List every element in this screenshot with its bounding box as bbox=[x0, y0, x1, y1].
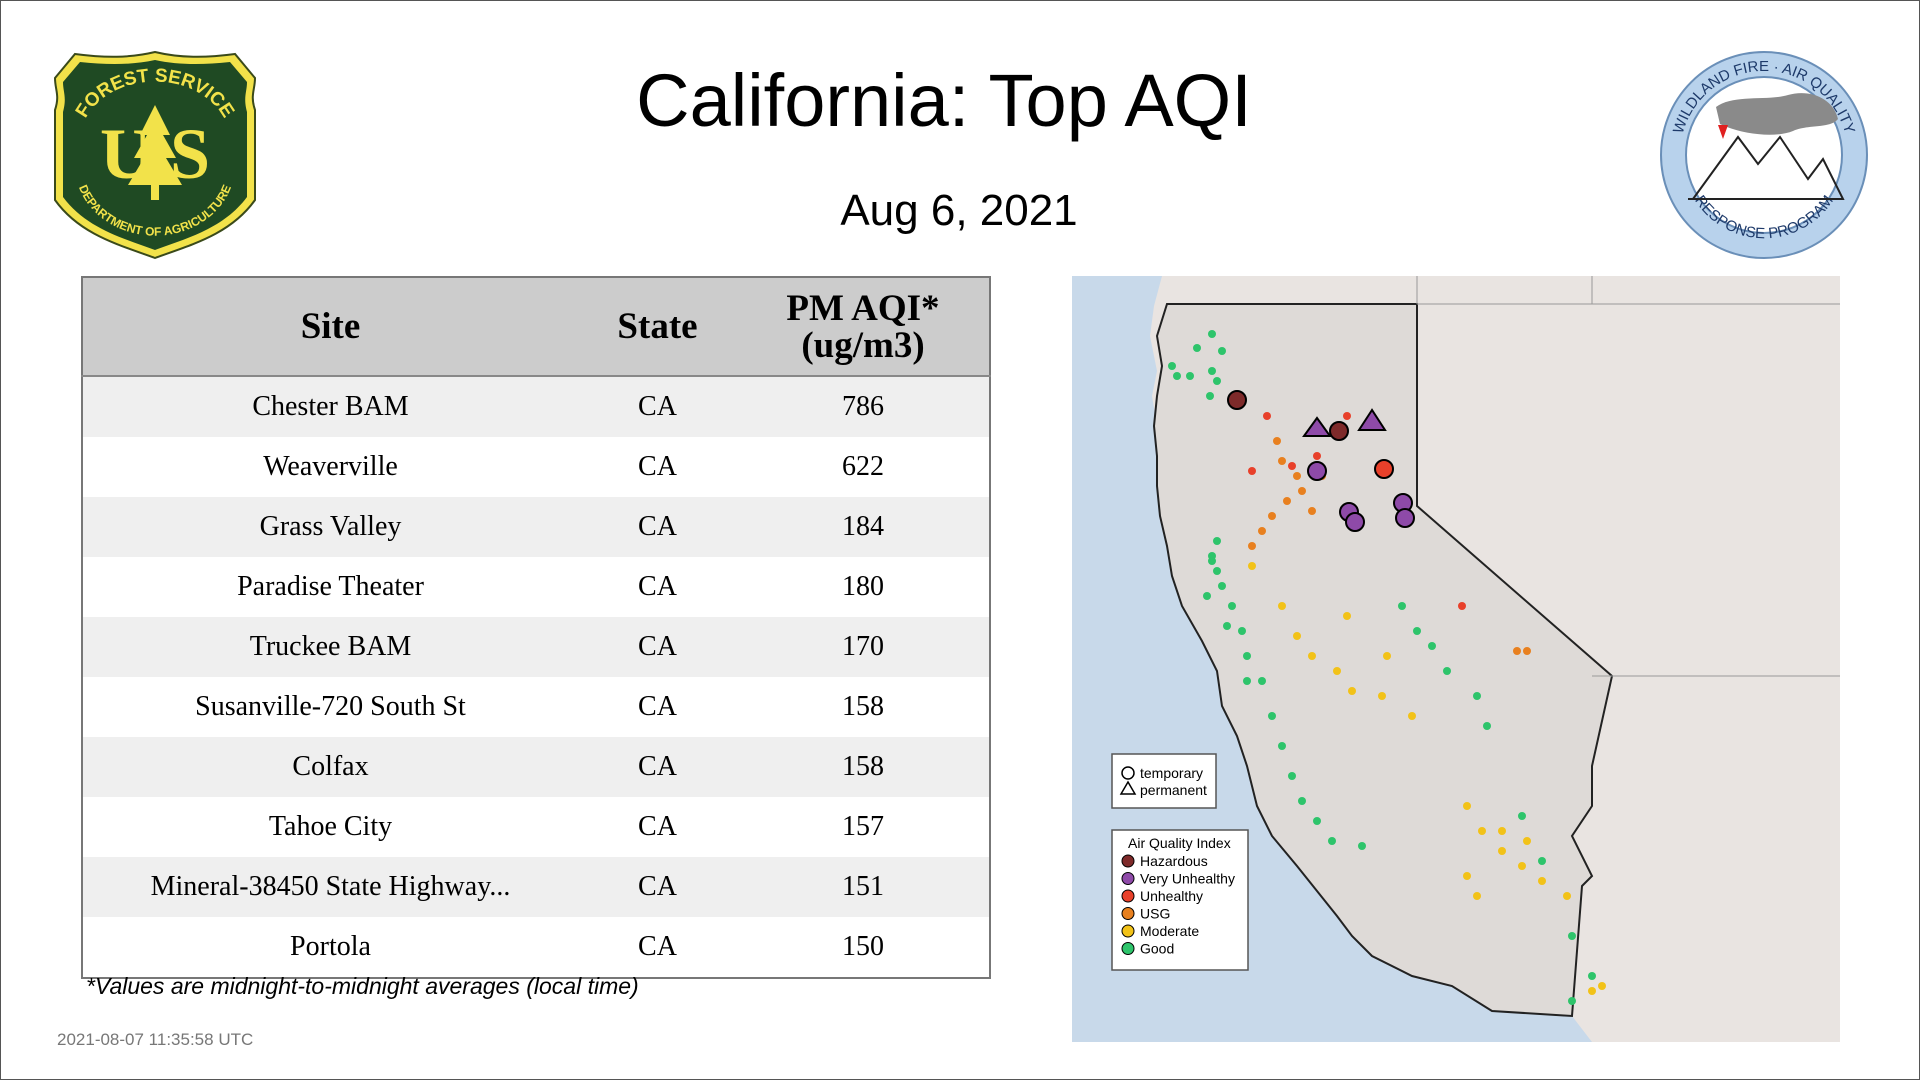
aqi-legend-swatch bbox=[1121, 942, 1135, 955]
wildland-fire-air-quality-logo: WILDLAND FIRE · AIR QUALITY RESPONSE PRO… bbox=[1660, 51, 1868, 259]
footnote: *Values are midnight-to-midnight average… bbox=[86, 973, 639, 999]
aqi-cell: 786 bbox=[737, 376, 990, 437]
state-cell: CA bbox=[578, 617, 737, 677]
site-cell: Grass Valley bbox=[82, 497, 578, 557]
aqi-cell: 157 bbox=[737, 797, 990, 857]
header-aqi-line2: (ug/m3) bbox=[801, 324, 925, 366]
mountains-icon bbox=[1691, 135, 1845, 200]
table-row: Susanville-720 South St CA 158 bbox=[82, 677, 990, 737]
table-header-row: Site State PM AQI* (ug/m3) bbox=[82, 277, 990, 377]
moderate-markers bbox=[1248, 562, 1606, 995]
aqi-cell: 180 bbox=[737, 557, 990, 617]
aqi-legend-swatch bbox=[1121, 907, 1135, 920]
aqi-legend-swatch bbox=[1121, 872, 1135, 885]
header-site: Site bbox=[82, 277, 578, 377]
table-row: Chester BAM CA 786 bbox=[82, 376, 990, 437]
aqi-legend-label: Very Unhealthy bbox=[1140, 871, 1235, 887]
state-cell: CA bbox=[578, 437, 737, 497]
state-cell: CA bbox=[578, 376, 737, 437]
table-row: Mineral-38450 State Highway... CA 151 bbox=[82, 857, 990, 917]
aqi-legend: Air Quality Index Hazardous Very Unhealth… bbox=[1111, 829, 1249, 971]
forest-service-shield-logo: FOREST SERVICE U S DEPARTMENT OF AGRICUL… bbox=[53, 50, 257, 260]
very-unhealthy-marker bbox=[1302, 416, 1332, 437]
legend-permanent: permanent bbox=[1140, 782, 1207, 798]
top-aqi-table: Site State PM AQI* (ug/m3) Chester BAM CA 7… bbox=[81, 276, 991, 979]
state-cell: CA bbox=[578, 497, 737, 557]
aqi-legend-label: Hazardous bbox=[1140, 853, 1208, 869]
aqi-legend-label: Unhealthy bbox=[1140, 888, 1203, 904]
table-row: Paradise Theater CA 180 bbox=[82, 557, 990, 617]
site-cell: Tahoe City bbox=[82, 797, 578, 857]
site-cell: Truckee BAM bbox=[82, 617, 578, 677]
very-unhealthy-marker bbox=[1307, 461, 1327, 481]
header-aqi: PM AQI* (ug/m3) bbox=[737, 277, 990, 377]
temporary-circle-icon bbox=[1121, 766, 1135, 780]
table-row: Portola CA 150 bbox=[82, 917, 990, 978]
aqi-legend-swatch bbox=[1121, 924, 1135, 938]
state-cell: CA bbox=[578, 917, 737, 978]
california-aqi-map: temporary permanent Air Quality Index Ha… bbox=[1072, 276, 1840, 1042]
aqi-legend-label: Good bbox=[1140, 941, 1174, 957]
california-outline bbox=[1152, 303, 1614, 1018]
site-cell: Mineral-38450 State Highway... bbox=[82, 857, 578, 917]
aqi-legend-label: Moderate bbox=[1140, 923, 1199, 939]
unhealthy-marker bbox=[1374, 459, 1394, 479]
hazardous-marker bbox=[1329, 421, 1349, 441]
page-title: California: Top AQI bbox=[636, 59, 1252, 142]
aqi-cell: 150 bbox=[737, 917, 990, 978]
site-cell: Portola bbox=[82, 917, 578, 978]
hazardous-marker bbox=[1227, 390, 1247, 410]
permanent-triangle-icon bbox=[1119, 780, 1137, 795]
table-row: Grass Valley CA 184 bbox=[82, 497, 990, 557]
aqi-cell: 184 bbox=[737, 497, 990, 557]
shape-legend: temporary permanent bbox=[1111, 753, 1217, 809]
state-cell: CA bbox=[578, 857, 737, 917]
aqi-cell: 170 bbox=[737, 617, 990, 677]
table-row: Truckee BAM CA 170 bbox=[82, 617, 990, 677]
legend-temporary: temporary bbox=[1140, 765, 1203, 781]
very-unhealthy-marker bbox=[1345, 512, 1365, 532]
very-unhealthy-marker bbox=[1357, 408, 1387, 431]
aqi-legend-title: Air Quality Index bbox=[1128, 835, 1231, 851]
site-cell: Susanville-720 South St bbox=[82, 677, 578, 737]
state-cell: CA bbox=[578, 797, 737, 857]
aqi-legend-swatch bbox=[1121, 889, 1135, 903]
header-state: State bbox=[578, 277, 737, 377]
aqi-cell: 158 bbox=[737, 677, 990, 737]
good-markers bbox=[1168, 330, 1596, 1005]
table-row: Colfax CA 158 bbox=[82, 737, 990, 797]
pine-tree-icon bbox=[128, 105, 182, 200]
site-cell: Paradise Theater bbox=[82, 557, 578, 617]
state-cell: CA bbox=[578, 737, 737, 797]
site-cell: Colfax bbox=[82, 737, 578, 797]
site-cell: Weaverville bbox=[82, 437, 578, 497]
aqi-cell: 158 bbox=[737, 737, 990, 797]
state-cell: CA bbox=[578, 557, 737, 617]
header-aqi-line1: PM AQI* bbox=[786, 287, 940, 329]
aqi-cell: 622 bbox=[737, 437, 990, 497]
table-row: Tahoe City CA 157 bbox=[82, 797, 990, 857]
page-date: Aug 6, 2021 bbox=[840, 186, 1078, 235]
smoke-plume-icon bbox=[1716, 93, 1838, 135]
aqi-legend-swatch bbox=[1121, 854, 1135, 868]
timestamp: 2021-08-07 11:35:58 UTC bbox=[57, 1030, 254, 1049]
aqi-legend-label: USG bbox=[1140, 906, 1170, 922]
unhealthy-markers bbox=[1248, 412, 1466, 610]
site-cell: Chester BAM bbox=[82, 376, 578, 437]
aqi-cell: 151 bbox=[737, 857, 990, 917]
table-row: Weaverville CA 622 bbox=[82, 437, 990, 497]
state-cell: CA bbox=[578, 677, 737, 737]
very-unhealthy-marker bbox=[1395, 508, 1415, 528]
fire-icon bbox=[1718, 125, 1728, 139]
